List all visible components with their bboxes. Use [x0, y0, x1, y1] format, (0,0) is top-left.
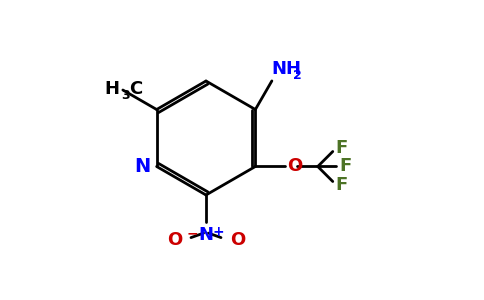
- Text: F: F: [335, 176, 348, 194]
- Text: F: F: [340, 158, 352, 175]
- Text: F: F: [335, 140, 348, 158]
- Text: 2: 2: [293, 69, 302, 82]
- Text: +: +: [212, 225, 224, 239]
- Text: C: C: [129, 80, 143, 98]
- Text: N: N: [198, 226, 213, 244]
- Text: O: O: [287, 158, 302, 175]
- Text: −: −: [186, 226, 198, 240]
- Text: 3: 3: [121, 89, 129, 102]
- Text: NH: NH: [272, 60, 302, 78]
- Text: O: O: [230, 231, 245, 249]
- Text: H: H: [105, 80, 120, 98]
- Text: N: N: [134, 157, 150, 176]
- Text: O: O: [167, 231, 182, 249]
